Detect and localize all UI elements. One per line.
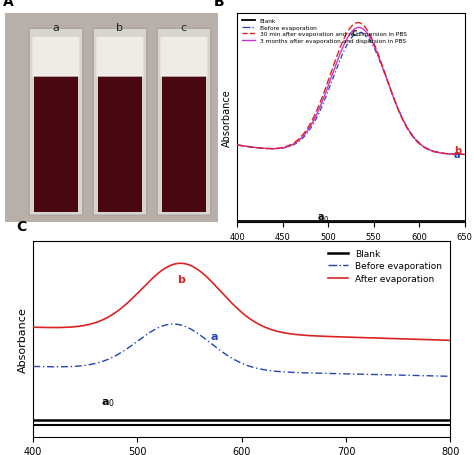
FancyBboxPatch shape [160,38,207,77]
Bar [162,76,206,212]
FancyBboxPatch shape [157,29,210,216]
Text: a: a [53,23,59,33]
Bar [34,76,78,212]
Text: a: a [210,331,218,341]
Bar [98,76,142,212]
Text: b: b [455,145,462,155]
Text: c: c [181,23,187,33]
FancyBboxPatch shape [29,29,82,216]
Legend: Blank, Before evaporation, 30 min after evaporation and re-dispersion in PBS, 3 : Blank, Before evaporation, 30 min after … [240,16,409,46]
Text: B: B [214,0,225,10]
Text: A: A [3,0,13,10]
Y-axis label: Absorbance: Absorbance [221,90,231,147]
X-axis label: Wavelength (nm): Wavelength (nm) [309,247,393,257]
Text: a: a [454,150,460,160]
Text: b: b [177,274,185,284]
Text: a$_0$: a$_0$ [317,211,329,223]
Text: b: b [117,23,123,33]
Text: C: C [17,219,27,233]
Text: a$_0$: a$_0$ [101,396,115,408]
Legend: Blank, Before evaporation, After evaporation: Blank, Before evaporation, After evapora… [325,246,446,287]
Text: c: c [352,28,357,38]
Y-axis label: Absorbance: Absorbance [18,306,27,372]
FancyBboxPatch shape [93,29,146,216]
FancyBboxPatch shape [97,38,143,77]
FancyBboxPatch shape [32,38,79,77]
